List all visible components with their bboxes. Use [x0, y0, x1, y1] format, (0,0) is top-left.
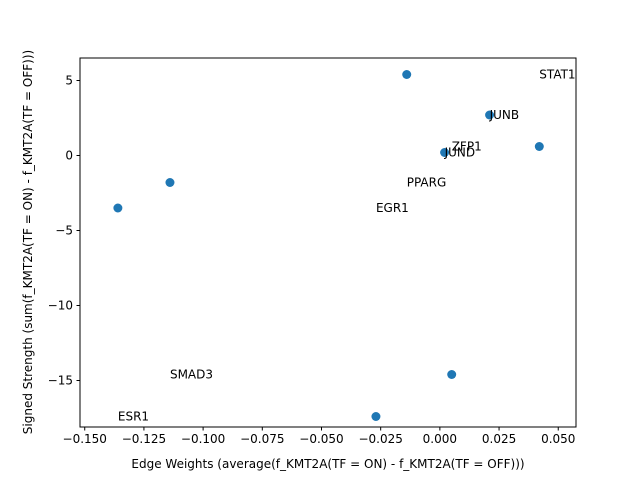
y-axis-label: Signed Strength (sum(f_KMT2A(TF = ON) - … — [21, 50, 35, 434]
y-tick-label-4: −15 — [48, 374, 73, 388]
x-tick-label-2: −0.100 — [181, 432, 225, 446]
data-point-1 — [485, 110, 495, 120]
x-tick-label-1: −0.125 — [122, 432, 166, 446]
x-tick-label-3: −0.075 — [240, 432, 284, 446]
annotation-label-7: ESR1 — [118, 410, 149, 424]
data-point-5 — [113, 203, 123, 213]
data-point-0 — [402, 70, 412, 79]
annotation-label-2: ZFP1 — [452, 140, 482, 154]
data-point-3 — [440, 148, 450, 157]
x-tick-label-8: 0.050 — [541, 432, 575, 446]
y-tick-label-1: 0 — [65, 149, 73, 163]
x-tick-label-7: 0.025 — [482, 432, 516, 446]
x-tick-label-5: −0.025 — [358, 432, 402, 446]
data-point-2 — [534, 142, 544, 151]
y-tick-label-0: 5 — [65, 74, 73, 88]
data-point-7 — [371, 412, 381, 421]
y-tick-label-2: −5 — [55, 224, 73, 238]
annotation-label-6: SMAD3 — [170, 368, 213, 382]
data-point-4 — [165, 178, 175, 187]
annotation-label-1: JUNB — [489, 108, 520, 122]
x-axis-label: Edge Weights (average(f_KMT2A(TF = ON) -… — [131, 457, 524, 471]
x-tick-label-6: 0.000 — [423, 432, 457, 446]
annotation-label-4: PPARG — [407, 176, 447, 190]
data-point-6 — [447, 370, 457, 379]
x-tick-label-4: −0.050 — [299, 432, 343, 446]
y-tick-label-3: −10 — [48, 299, 73, 313]
annotation-label-3: JUND — [444, 146, 476, 160]
x-tick-label-0: −0.150 — [63, 432, 107, 446]
axes-frame — [79, 57, 577, 428]
annotation-label-0: STAT1 — [539, 68, 575, 82]
annotation-label-5: EGR1 — [376, 201, 409, 215]
